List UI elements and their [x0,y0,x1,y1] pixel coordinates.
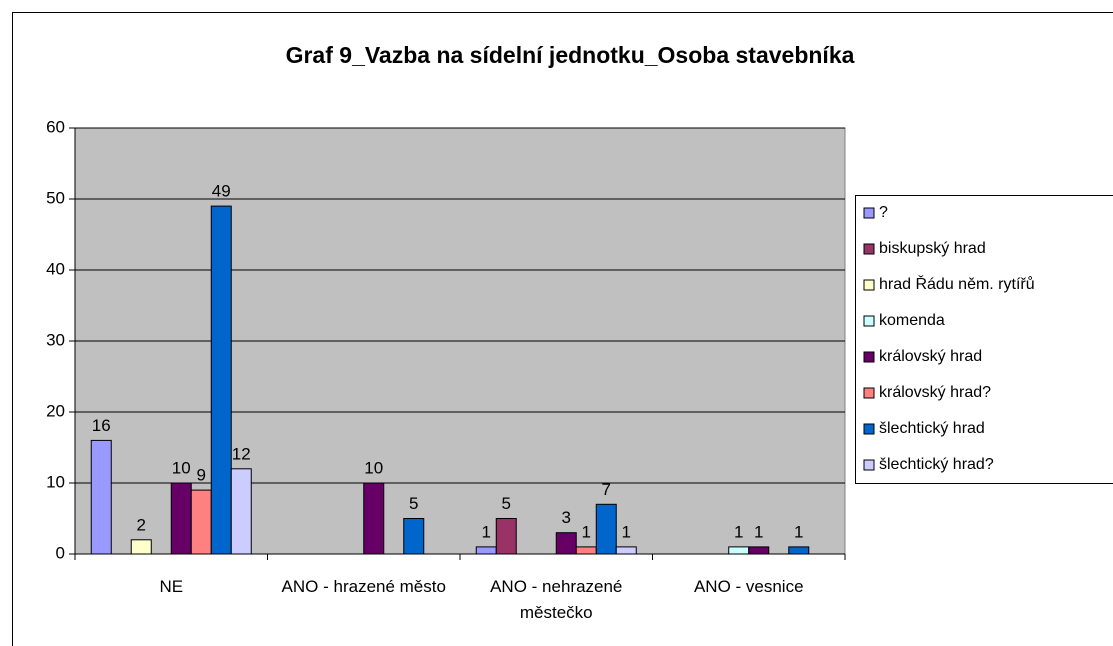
value-label: 1 [794,522,803,541]
value-label: 2 [137,515,146,534]
legend-label: královský hrad [879,348,982,365]
bar [230,468,252,555]
bar [90,439,112,555]
chart-title: Graf 9_Vazba na sídelní jednotku_Osoba s… [286,42,855,68]
legend-swatch [863,351,875,363]
x-label-box: NE [159,577,184,596]
value-label: 1 [734,522,743,541]
bar [575,546,597,555]
bar [555,532,577,555]
legend-label: hrad Řádu něm. rytířů [879,274,1035,293]
x-tick-label: ANO - hrazené město [281,577,446,596]
bar [495,518,517,555]
value-label: 1 [754,522,763,541]
y-tick-label: 50 [46,188,65,207]
legend-label: biskupský hrad [879,240,986,257]
bar [748,546,770,555]
x-label-box: ANO - hrazené město [281,577,446,596]
legend-label: královský hrad? [879,384,991,401]
value-label: 5 [502,494,511,513]
bar [363,482,385,555]
value-label: 5 [409,494,418,513]
x-label-box: ANO - vesnice [693,577,804,596]
y-tick-label: 60 [46,117,65,136]
bar [403,518,425,555]
x-label-box: ANO - nehrazené městečko [490,577,623,622]
legend-swatch [863,423,875,435]
value-label: 7 [602,480,611,499]
legend-label: šlechtický hrad [879,420,985,437]
y-tick-label: 20 [46,401,65,420]
bar [788,546,810,555]
y-tick-label: 10 [46,472,65,491]
bar [595,503,617,555]
legend-label: šlechtický hrad? [879,456,994,473]
bar [170,482,192,555]
bar [190,489,212,555]
value-label: 3 [562,508,571,527]
legend-label: ? [879,204,888,221]
x-tick-label: ANO - nehrazené městečko [490,577,623,622]
legend-swatch [863,315,875,327]
legend-label: komenda [879,312,945,329]
bar [210,205,232,555]
value-label: 10 [364,458,383,477]
y-tick-label: 30 [46,330,65,349]
y-tick-label: 0 [56,543,65,562]
value-label: 12 [232,444,251,463]
legend-swatch [863,243,875,255]
value-label: 1 [582,522,591,541]
value-label: 16 [92,416,111,435]
legend-swatch [863,207,875,219]
bar [130,539,152,555]
legend-swatch [863,387,875,399]
y-tick-label: 40 [46,259,65,278]
value-label: 10 [172,458,191,477]
legend-box [855,195,1113,484]
value-label: 1 [482,522,491,541]
value-label: 49 [212,182,231,201]
value-label: 1 [622,522,631,541]
x-tick-label: NE [159,577,184,596]
bar [728,546,750,555]
legend-swatch [863,279,875,291]
bar [615,546,637,555]
legend-swatch [863,459,875,471]
bar [475,546,497,555]
value-label: 9 [197,466,206,485]
x-tick-label: ANO - vesnice [693,577,804,596]
